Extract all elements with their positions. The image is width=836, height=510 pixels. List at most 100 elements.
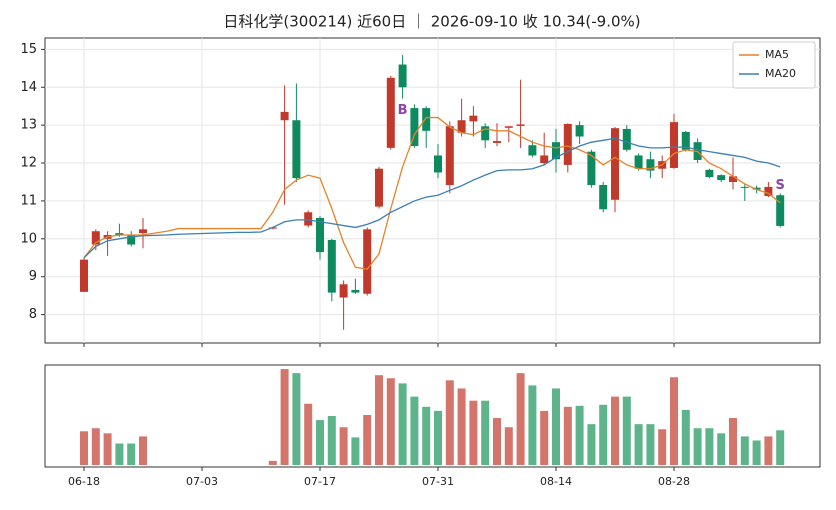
volume-bar: [434, 410, 442, 465]
legend-label: MA20: [765, 67, 796, 80]
volume-bar: [292, 373, 301, 465]
volume-bar: [611, 396, 619, 465]
volume-bar: [398, 383, 407, 465]
volume-bar: [587, 424, 596, 465]
candle-body: [493, 141, 501, 143]
x-tick-label: 08-28: [658, 475, 690, 488]
candle-body: [516, 124, 525, 126]
candle-body: [540, 155, 549, 164]
candle-body: [91, 231, 100, 245]
y-tick-label: 10: [20, 231, 37, 246]
volume-bar: [457, 388, 466, 465]
candle-body: [398, 64, 407, 88]
candle-body: [375, 168, 383, 207]
candle-body: [717, 175, 726, 181]
volume-bar: [504, 427, 513, 465]
candle-body: [445, 126, 454, 186]
candle-body: [304, 212, 313, 226]
volume-bar: [622, 396, 631, 465]
y-tick-label: 15: [20, 42, 37, 57]
volume-bar: [776, 430, 785, 465]
legend-box: [732, 41, 816, 89]
candle-body: [740, 186, 749, 188]
signal-label: B: [398, 103, 408, 118]
volume-bar: [634, 424, 643, 465]
volume-bar: [410, 396, 419, 465]
candle-body: [634, 155, 643, 169]
candle-body: [434, 155, 442, 173]
candle-body: [410, 108, 419, 146]
volume-bar: [740, 436, 749, 465]
candle-body: [292, 120, 301, 179]
volume-bar: [339, 427, 348, 465]
y-tick-label: 13: [20, 118, 37, 133]
ma-line: [83, 137, 781, 259]
candle-body: [729, 176, 737, 182]
candle-body: [316, 217, 324, 253]
y-tick-label: 14: [20, 80, 37, 95]
volume-bar: [363, 414, 372, 465]
volume-bar: [646, 424, 655, 465]
volume-bar: [327, 416, 336, 465]
candle-body: [563, 124, 572, 165]
volume-bar: [752, 440, 761, 465]
volume-bar: [658, 429, 667, 465]
candle-body: [127, 235, 136, 245]
candle-body: [575, 125, 584, 137]
candle-body: [327, 239, 336, 293]
volume-bar: [481, 400, 490, 465]
volume-bar: [528, 385, 537, 465]
candle-body: [646, 159, 655, 171]
volume-bar: [717, 433, 726, 465]
candle-body: [752, 187, 761, 190]
y-tick-label: 9: [29, 269, 37, 284]
volume-bar: [516, 373, 525, 465]
ma-line: [83, 116, 781, 270]
candle-body: [764, 186, 773, 196]
volume-frame: [44, 364, 821, 468]
candle-body: [363, 229, 372, 294]
volume-bar: [115, 443, 124, 465]
candle-body: [528, 145, 537, 156]
x-tick-label: 06-18: [68, 475, 100, 488]
candle-body: [115, 233, 124, 236]
volume-bar: [729, 418, 737, 465]
candle-body: [611, 128, 619, 200]
candle-body: [481, 126, 490, 141]
volume-bar: [705, 428, 714, 465]
candle-body: [139, 229, 147, 234]
volume-bar: [386, 378, 395, 465]
candle-body: [504, 126, 513, 128]
y-tick-label: 11: [20, 193, 37, 208]
x-tick-label: 08-14: [540, 475, 572, 488]
candle-body: [339, 284, 348, 298]
candle-body: [670, 122, 678, 168]
volume-bar: [304, 403, 313, 465]
volume-bar: [80, 431, 88, 465]
candle-body: [422, 108, 431, 131]
volume-bar: [351, 437, 360, 465]
candle-body: [599, 185, 608, 210]
volume-bar: [575, 405, 584, 465]
volume-bar: [681, 409, 690, 465]
candle-body: [552, 142, 560, 160]
price-frame: [44, 37, 821, 344]
x-tick-label: 07-31: [422, 475, 454, 488]
candle-body: [280, 111, 289, 121]
legend-label: MA5: [765, 48, 789, 61]
volume-bar: [316, 420, 324, 465]
candle-body: [351, 289, 360, 293]
volume-bar: [540, 410, 549, 465]
volume-bar: [552, 388, 560, 465]
x-tick-label: 07-03: [186, 475, 218, 488]
y-tick-label: 12: [20, 156, 37, 171]
x-tick-label: 07-17: [304, 475, 336, 488]
candle-body: [587, 151, 596, 186]
candle-body: [622, 128, 631, 150]
volume-bar: [469, 400, 478, 465]
volume-bar: [599, 404, 608, 465]
candle-body: [469, 115, 478, 122]
volume-bar: [445, 380, 454, 465]
volume-bar: [693, 428, 702, 465]
